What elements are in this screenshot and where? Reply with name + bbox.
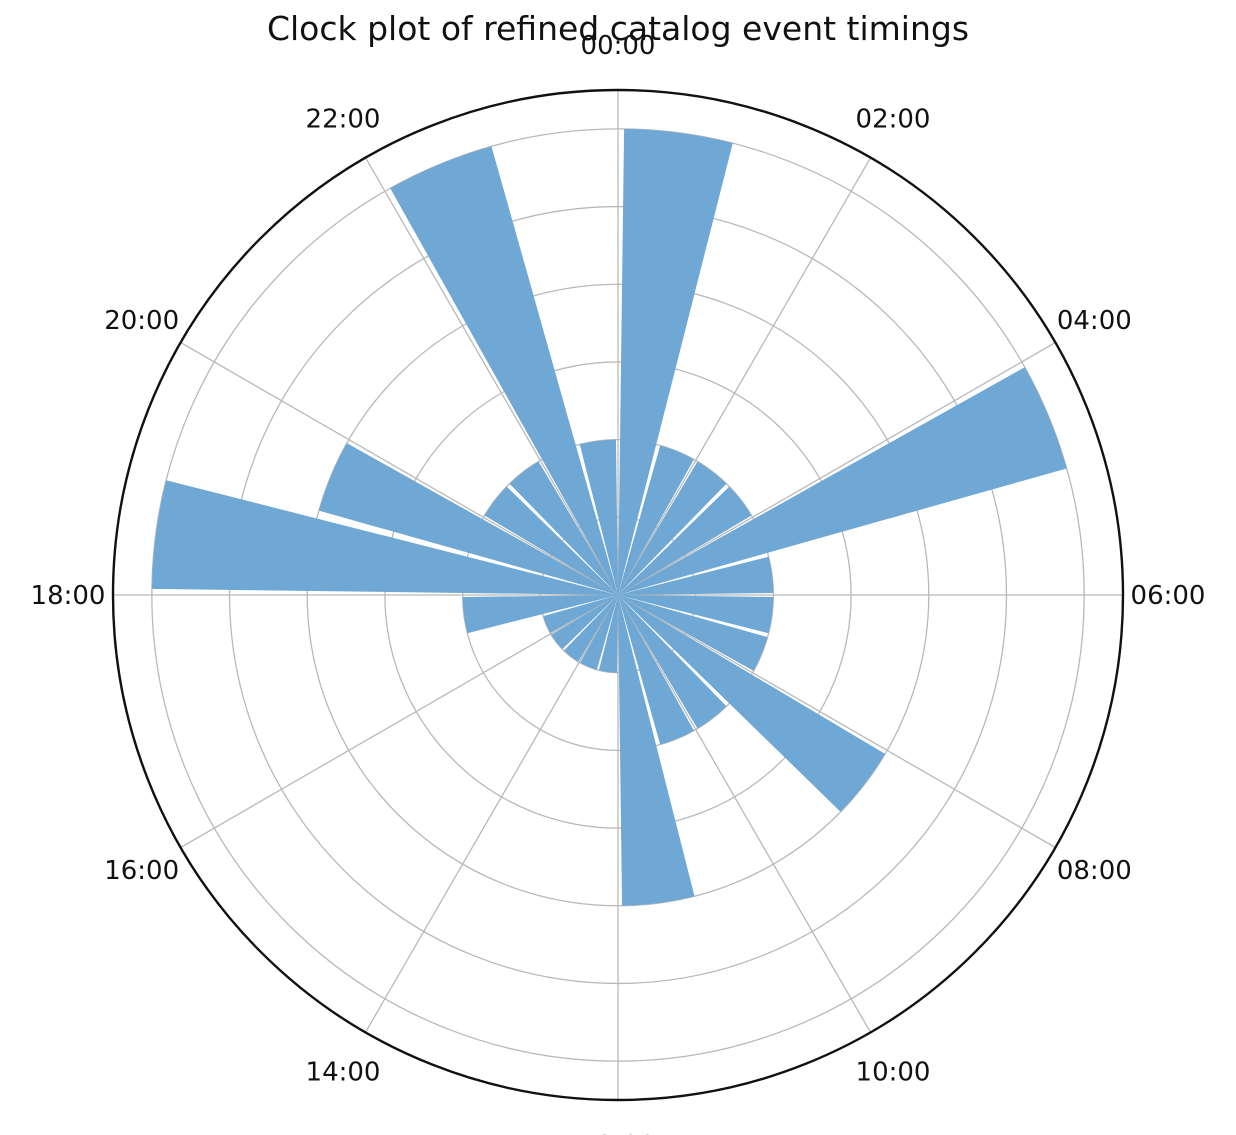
- tick-label-2200: 22:00: [306, 105, 381, 135]
- bar-hour-23: [579, 439, 618, 595]
- angular-gridline-0800: [617, 594, 1056, 849]
- bar-hour-04: [618, 367, 1067, 595]
- bar-series: [151, 128, 1067, 906]
- angular-gridline-1600: [180, 594, 619, 849]
- bar-hour-07: [618, 595, 768, 671]
- bar-hour-05: [618, 556, 774, 595]
- tick-label-0400: 04:00: [1057, 306, 1132, 336]
- bar-hour-19: [318, 443, 618, 595]
- bar-hour-20: [484, 486, 618, 595]
- tick-label-1200: 12:00: [581, 1131, 656, 1135]
- tick-label-0200: 02:00: [856, 105, 931, 135]
- angular-gridline-1400: [364, 594, 619, 1033]
- angular-gridline-1000: [617, 594, 872, 1033]
- bar-hour-11: [618, 595, 695, 906]
- bar-hour-17: [462, 595, 618, 634]
- tick-label-2000: 20:00: [104, 306, 179, 336]
- angular-gridline-0200: [617, 157, 872, 596]
- tick-labels: 00:00 02:00 04:00 06:00 08:00 10:00 12:00 14:00…: [31, 31, 1206, 1135]
- bar-hour-00: [618, 128, 733, 595]
- tick-label-1600: 16:00: [104, 856, 179, 886]
- bar-hour-08: [618, 595, 886, 812]
- bar-hour-22: [390, 146, 618, 596]
- bar-hour-13: [580, 595, 618, 670]
- bar-hour-16: [543, 595, 618, 633]
- bar-hour-09: [618, 595, 727, 729]
- tick-label-0000: 00:00: [581, 31, 656, 61]
- bar-hour-03: [618, 486, 752, 595]
- angular-gridline-0400: [617, 341, 1056, 596]
- tick-label-0600: 06:00: [1131, 581, 1206, 611]
- bar-hour-02: [618, 461, 727, 595]
- bar-hour-21: [509, 461, 618, 595]
- bar-hour-18: [151, 480, 618, 595]
- angular-gridline-2200: [364, 157, 619, 596]
- chart-title: Clock plot of refined catalog event timi…: [267, 9, 969, 48]
- bar-hour-06: [618, 595, 774, 634]
- tick-label-0800: 08:00: [1057, 856, 1132, 886]
- tick-label-1800: 18:00: [31, 581, 106, 611]
- tick-label-1400: 14:00: [306, 1057, 381, 1087]
- bar-hour-10: [618, 595, 694, 745]
- bar-hour-14: [563, 595, 618, 662]
- bar-hour-12: [598, 595, 618, 673]
- angular-gridline-2000: [180, 341, 619, 596]
- polar-grid: [111, 88, 1125, 1102]
- tick-label-1000: 10:00: [856, 1057, 931, 1087]
- bar-hour-01: [618, 445, 694, 595]
- bar-hour-15: [551, 595, 618, 650]
- polar-outer-ring: [111, 88, 1125, 1102]
